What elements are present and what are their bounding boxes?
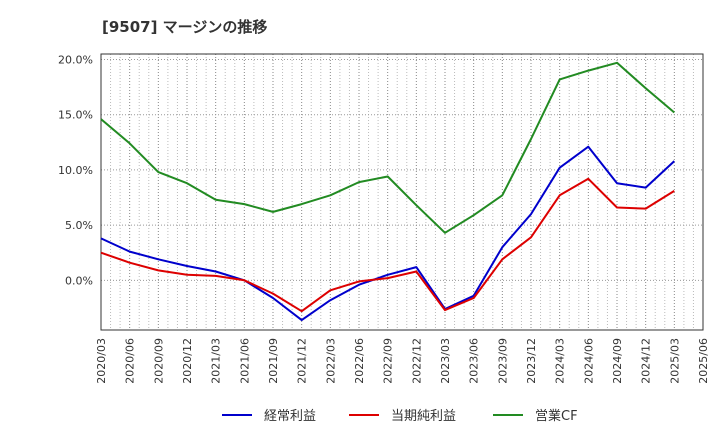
x-tick-label: 2021/09 <box>267 338 280 384</box>
x-tick-label: 2023/03 <box>439 338 452 384</box>
x-tick-label: 2020/06 <box>124 338 137 384</box>
x-tick-label: 2024/09 <box>611 338 624 384</box>
legend-label: 経常利益 <box>264 409 316 424</box>
plot-area-border <box>100 53 704 331</box>
x-tick-label: 2024/12 <box>640 338 653 384</box>
legend-label: 当期純利益 <box>391 409 456 424</box>
series-line <box>100 61 675 234</box>
legend-label: 営業CF <box>535 408 578 424</box>
x-tick-label: 2022/06 <box>353 338 366 384</box>
x-tick-label: 2023/09 <box>496 338 509 384</box>
x-tick-label: 2022/03 <box>324 338 337 384</box>
y-tick-label: 10.0% <box>58 164 93 177</box>
x-tick-label: 2020/12 <box>181 338 194 384</box>
y-tick-label: 20.0% <box>58 54 93 67</box>
x-tick-label: 2020/09 <box>152 338 165 384</box>
y-tick-label: 0.0% <box>65 274 93 287</box>
x-tick-label: 2024/06 <box>582 338 595 384</box>
x-tick-label: 2021/06 <box>238 338 251 384</box>
x-tick-label: 2025/06 <box>697 338 710 384</box>
x-tick-label: 2022/09 <box>382 338 395 384</box>
series-line <box>100 177 675 313</box>
x-tick-label: 2024/03 <box>554 338 567 384</box>
x-tick-label: 2021/12 <box>296 338 309 384</box>
series-line <box>100 145 675 322</box>
y-tick-label: 15.0% <box>58 109 93 122</box>
x-tick-label: 2021/03 <box>210 338 223 384</box>
y-tick-label: 5.0% <box>65 219 93 232</box>
chart-title: [9507] マージンの推移 <box>102 18 268 36</box>
x-tick-label: 2025/03 <box>668 338 681 384</box>
x-tick-label: 2020/03 <box>95 338 108 384</box>
x-tick-label: 2023/12 <box>525 338 538 384</box>
x-tick-label: 2023/06 <box>468 338 481 384</box>
x-tick-label: 2022/12 <box>410 338 423 384</box>
